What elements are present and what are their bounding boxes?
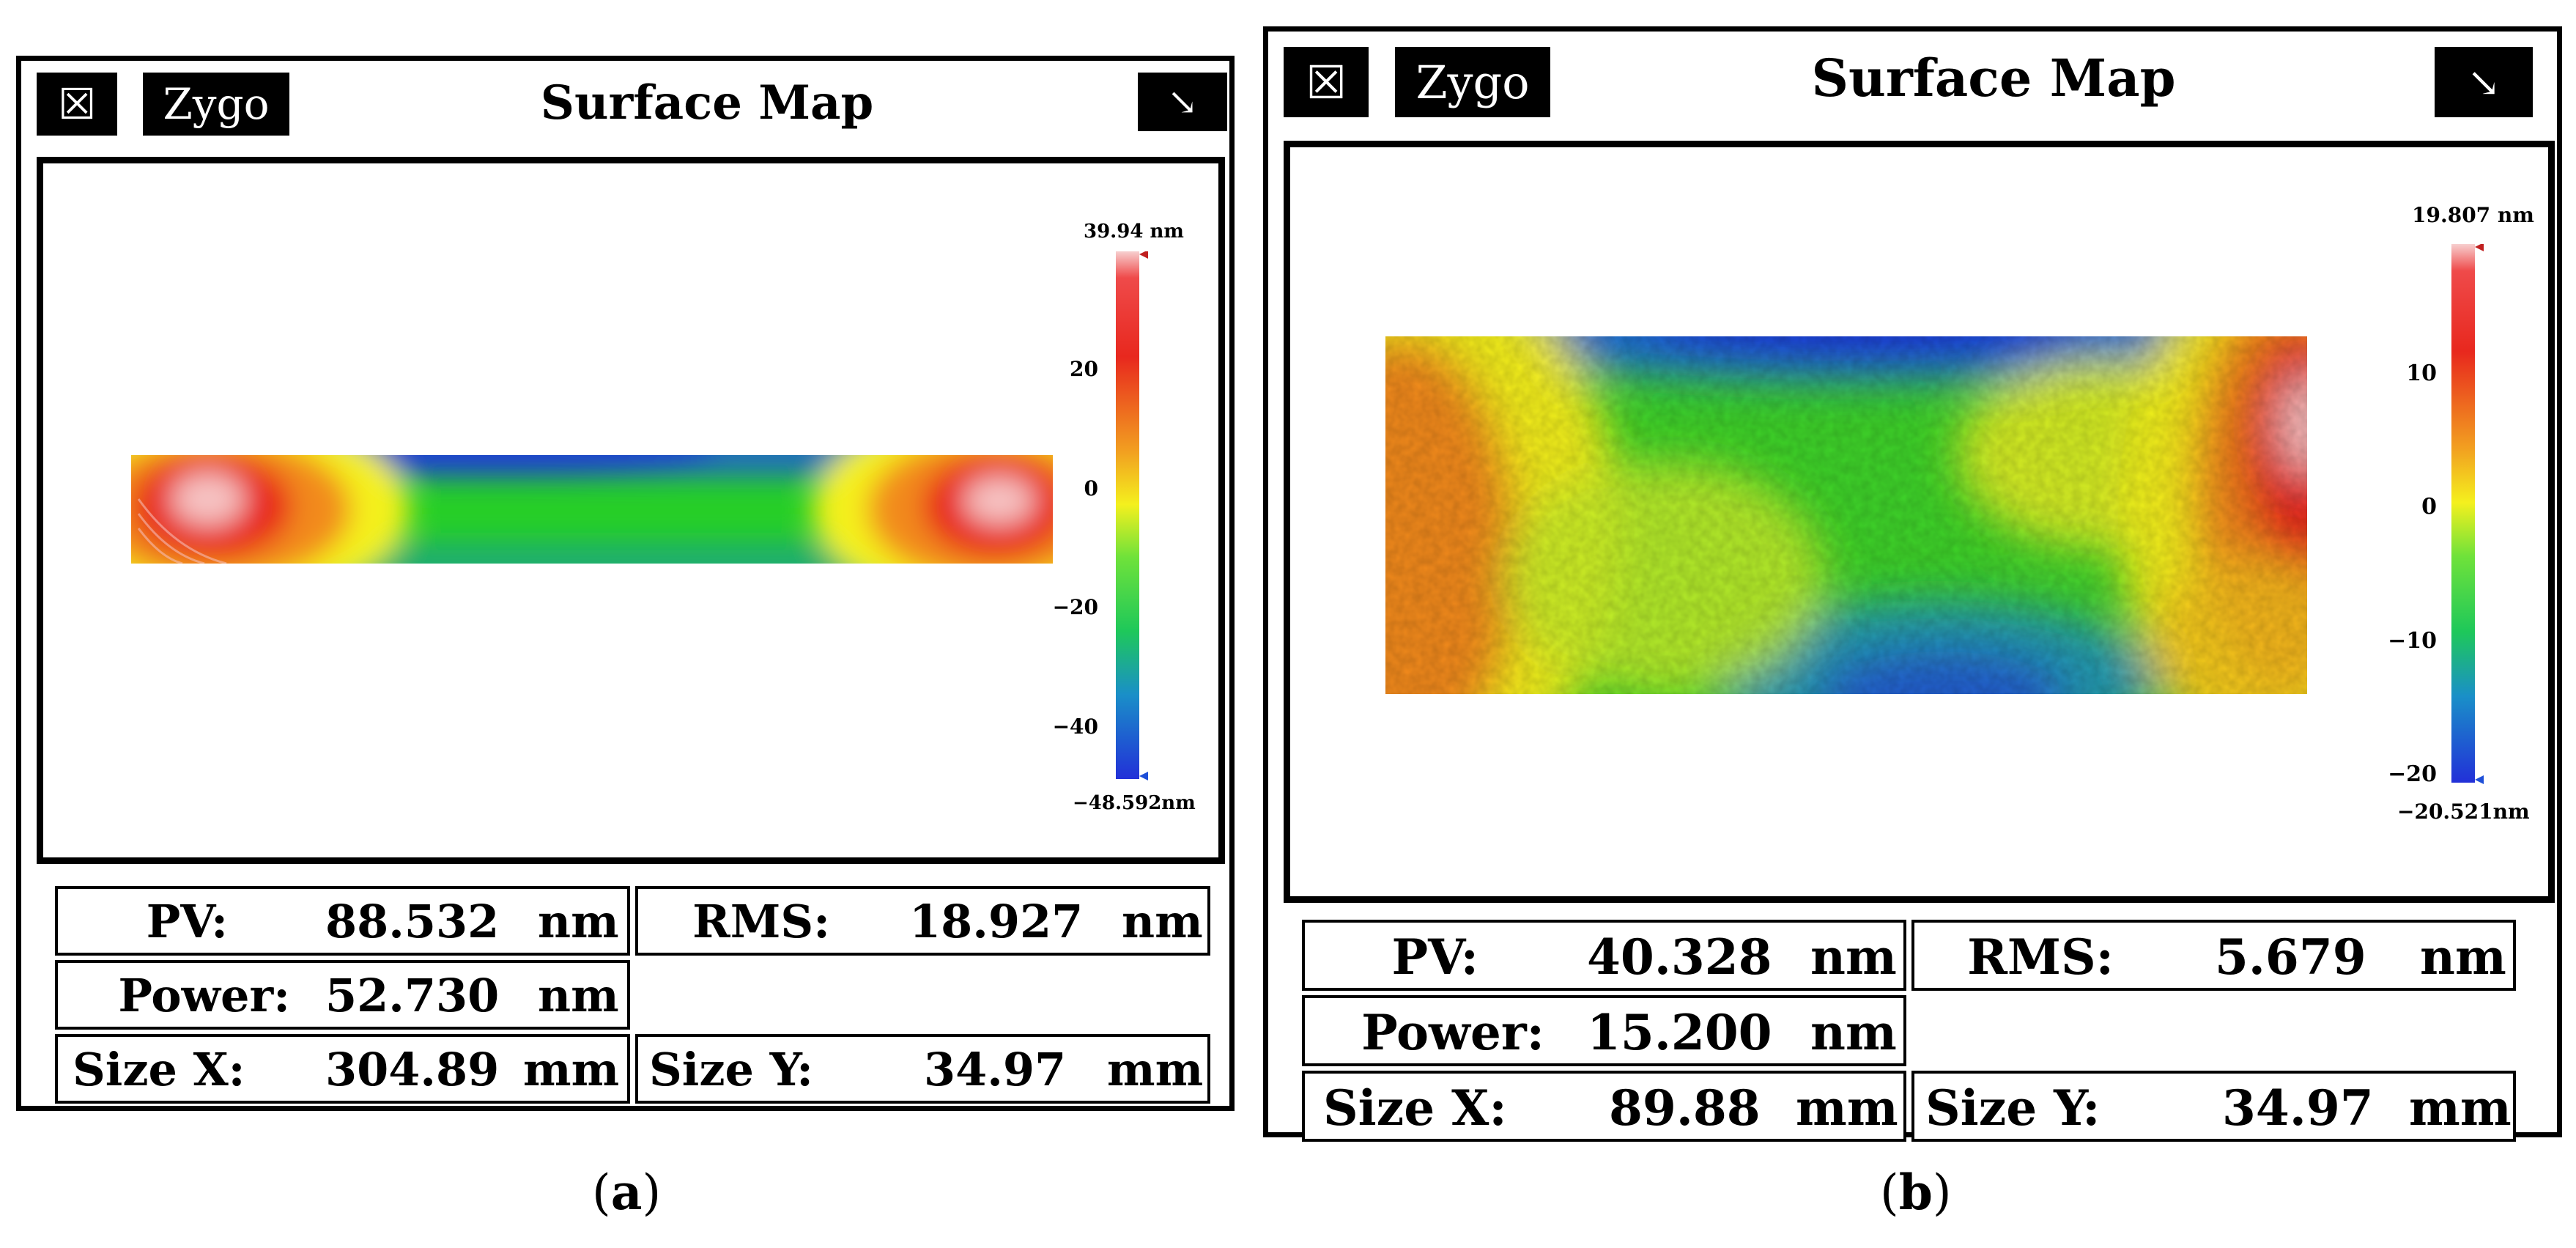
close-button[interactable]: ☒ <box>37 73 117 136</box>
size-y-label: Size Y: <box>649 1043 814 1096</box>
surface-map-image <box>1385 336 2307 694</box>
colorbar-tick: 0 <box>1084 476 1098 501</box>
expand-button[interactable]: ↘ <box>1138 73 1227 131</box>
rms-stat: RMS: 18.927 nm <box>635 886 1210 956</box>
size-y-value: 34.97 <box>2222 1079 2374 1137</box>
rms-label: RMS: <box>692 895 830 948</box>
power-stat: Power: 52.730 nm <box>55 960 630 1030</box>
colorbar-min-label: −48.592nm <box>1073 792 1196 814</box>
power-value: 15.200 <box>1587 1004 1772 1061</box>
rms-unit: nm <box>1122 895 1203 948</box>
surface-map-window-a: ☒ Zygo Surface Map ↘ <box>16 56 1235 1111</box>
pv-stat: PV: 88.532 nm <box>55 886 630 956</box>
colorbar-tick: 10 <box>2406 361 2437 387</box>
arrow-down-right-icon: ↘ <box>1167 81 1198 123</box>
size-y-label: Size Y: <box>1925 1079 2101 1137</box>
window-title: Surface Map <box>540 75 874 130</box>
rms-value: 5.679 <box>2215 928 2366 986</box>
close-icon: ☒ <box>58 79 96 129</box>
power-unit: nm <box>1810 1004 1897 1061</box>
pv-label: PV: <box>146 895 228 948</box>
power-stat: Power: 15.200 nm <box>1302 995 1906 1066</box>
rms-label: RMS: <box>1967 928 2114 986</box>
expand-button[interactable]: ↘ <box>2435 47 2533 117</box>
colorbar-tick: −20 <box>2388 761 2437 787</box>
size-y-unit: mm <box>2409 1079 2512 1137</box>
close-icon: ☒ <box>1306 55 1347 109</box>
colorbar-tick: −40 <box>1052 714 1098 739</box>
rms-unit: nm <box>2420 928 2506 986</box>
colorbar-min-label: −20.521nm <box>2397 800 2530 824</box>
power-label: Power: <box>1361 1004 1544 1061</box>
surface-map-window-b: ☒ Zygo Surface Map ↘ <box>1263 26 2562 1142</box>
size-x-label: Size X: <box>1323 1079 1507 1137</box>
max-marker <box>2475 244 2484 251</box>
pv-stat: PV: 40.328 nm <box>1302 920 1906 991</box>
caption-b: (b) <box>1880 1164 1952 1221</box>
power-unit: nm <box>538 969 619 1022</box>
size-y-stat: Size Y: 34.97 mm <box>1911 1071 2516 1142</box>
pv-value: 40.328 <box>1587 928 1772 986</box>
size-y-value: 34.97 <box>924 1043 1067 1096</box>
power-value: 52.730 <box>325 969 500 1022</box>
colorbar-max-label: 39.94 nm <box>1084 221 1184 243</box>
size-y-unit: mm <box>1107 1043 1204 1096</box>
caption-a: (a) <box>592 1164 662 1221</box>
caption-a-letter: a <box>610 1164 643 1221</box>
size-x-stat: Size X: 89.88 mm <box>1302 1071 1906 1142</box>
surface-map-area: 39.94 nm −48.592nm 20 0 −20 −40 <box>37 157 1225 864</box>
min-marker <box>2475 775 2484 784</box>
colorbar-tick: −20 <box>1052 595 1098 620</box>
zygo-logo: Zygo <box>1395 47 1550 117</box>
colorbar <box>1116 251 1148 780</box>
size-x-value: 89.88 <box>1609 1079 1761 1137</box>
min-marker <box>1139 772 1148 780</box>
pv-label: PV: <box>1391 928 1478 986</box>
surface-map-image <box>131 455 1053 564</box>
size-y-stat: Size Y: 34.97 mm <box>635 1034 1210 1104</box>
close-button[interactable]: ☒ <box>1284 47 1369 117</box>
arrow-down-right-icon: ↘ <box>2467 59 2501 106</box>
window-title: Surface Map <box>1811 48 2176 108</box>
colorbar-max-label: 19.807 nm <box>2412 203 2534 227</box>
colorbar-tick: −10 <box>2388 627 2437 654</box>
size-x-unit: mm <box>523 1043 620 1096</box>
size-x-stat: Size X: 304.89 mm <box>55 1034 630 1104</box>
caption-b-letter: b <box>1898 1164 1933 1221</box>
surface-map-area: 19.807 nm −20.521nm 10 0 −10 −20 <box>1284 141 2555 903</box>
size-x-value: 304.89 <box>325 1043 500 1096</box>
pv-value: 88.532 <box>325 895 500 948</box>
size-x-label: Size X: <box>73 1043 245 1096</box>
zygo-logo: Zygo <box>143 73 289 136</box>
rms-value: 18.927 <box>909 895 1084 948</box>
pv-unit: nm <box>1810 928 1897 986</box>
power-label: Power: <box>118 969 290 1022</box>
colorbar <box>2451 244 2484 784</box>
rms-stat: RMS: 5.679 nm <box>1911 920 2516 991</box>
size-x-unit: mm <box>1796 1079 1898 1137</box>
colorbar-tick: 20 <box>1070 356 1098 381</box>
pv-unit: nm <box>538 895 619 948</box>
max-marker <box>1139 251 1148 259</box>
colorbar-tick: 0 <box>2421 494 2437 520</box>
